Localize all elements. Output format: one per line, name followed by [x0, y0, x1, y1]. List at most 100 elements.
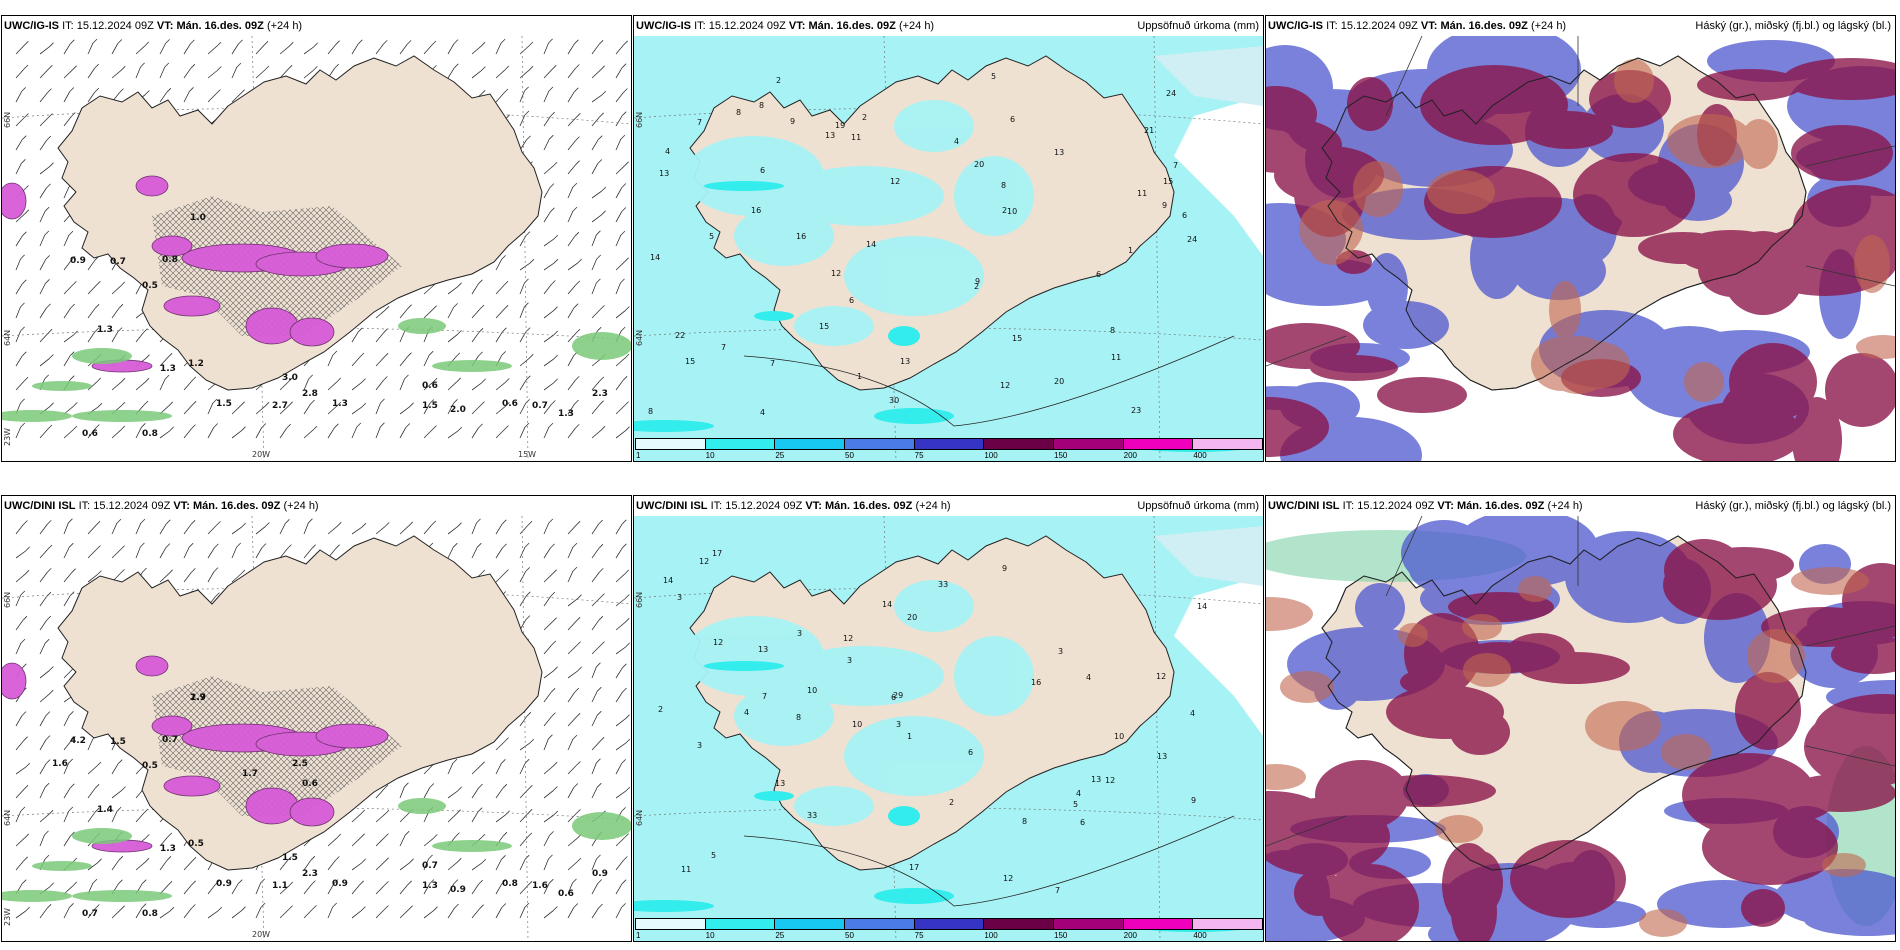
wind-barb: [600, 65, 605, 71]
wind-barb: [567, 307, 575, 319]
precip-amount: 8: [796, 713, 801, 722]
wind-barb: [447, 67, 455, 79]
wind-barb: [405, 423, 411, 428]
cloud-mix-patch: [1639, 909, 1687, 937]
wind-barb: [615, 187, 623, 199]
wind-barb: [527, 832, 533, 838]
wind-barb: [591, 907, 599, 919]
precip-amount: 24: [1166, 89, 1176, 98]
wind-barb: [63, 907, 70, 919]
cloud-mix-patch: [1585, 701, 1661, 751]
wind-barb: [15, 524, 24, 535]
wind-barb: [68, 758, 73, 764]
wind-barb: [524, 758, 530, 764]
wind-barb: [39, 813, 50, 823]
wind-barb: [15, 330, 21, 343]
precip-amount: 13: [659, 169, 669, 178]
wind-barb: [567, 140, 576, 151]
wind-barb: [615, 430, 626, 439]
wind-barb: [303, 884, 312, 895]
wind-barb: [620, 134, 626, 140]
wind-barb: [504, 737, 509, 742]
wind-barb: [87, 285, 97, 295]
low-cloud-patch: [1294, 870, 1344, 916]
wind-barb: [495, 259, 502, 271]
wind-barb: [240, 401, 245, 406]
wind-barb: [207, 427, 215, 439]
precip-amount: 20: [1054, 377, 1064, 386]
precip-colorbar: 1 10 25 50 75 100 150 200 400: [635, 916, 1263, 940]
wind-barb: [599, 112, 604, 118]
wind-barb: [144, 377, 150, 383]
precip-amount: 3: [847, 656, 852, 665]
wind-barb: [495, 787, 504, 799]
snow-blob: [151, 235, 193, 257]
precip-amount: 11: [1137, 189, 1147, 198]
wind-barb: [519, 114, 526, 127]
colorbar-tick-label: 75: [914, 931, 924, 940]
wind-barb: [447, 762, 454, 775]
wind-barb: [118, 879, 123, 885]
wind-barb: [216, 521, 221, 526]
wind-barb: [591, 139, 599, 151]
rain-blob: [72, 890, 172, 902]
wind-barb: [111, 429, 122, 439]
precip-amount: 10: [1114, 732, 1124, 741]
wind-barb: [503, 304, 509, 310]
panel-title: UWC/DINI ISL IT: 15.12.2024 09Z VT: Mán.…: [4, 500, 319, 512]
wind-barb: [358, 39, 363, 45]
wind-barb: [183, 524, 192, 535]
wind-barb: [471, 332, 480, 343]
precip-value: 0.5: [142, 761, 158, 771]
precip-amount: 15: [685, 357, 695, 366]
wind-barb: [263, 40, 269, 46]
wind-barb: [95, 904, 100, 909]
wind-barb: [68, 806, 74, 812]
wind-barb: [615, 405, 625, 415]
wind-barb: [480, 41, 486, 47]
precip-amount: 15: [819, 322, 829, 331]
colorbar-swatch: [635, 918, 706, 930]
wind-barb: [615, 67, 623, 79]
wind-barb: [591, 116, 601, 127]
wind-barb: [567, 524, 577, 535]
wind-barb: [622, 376, 628, 381]
wind-barb: [598, 543, 604, 549]
wind-barb: [591, 645, 601, 655]
wind-precip-map: 1.0 0.9 0.7 1.3 0.5 0.8 1.5 1.3 1.2 0.6 0.8 3.0 2.7 2…: [2, 36, 631, 461]
panel-title: UWC/IG-IS IT: 15.12.2024 09Z VT: Mán. 16…: [1268, 20, 1567, 32]
wind-barb: [543, 738, 549, 751]
colorbar-swatch: [844, 438, 915, 450]
wind-barb: [597, 879, 602, 884]
wind-barb: [63, 186, 70, 199]
wind-barb: [384, 522, 390, 527]
wind-barb: [21, 159, 26, 164]
wind-barb: [457, 426, 463, 432]
precip-amount: 6: [891, 693, 896, 702]
precip-amount: 2: [776, 76, 781, 85]
wind-barb: [447, 861, 458, 871]
wind-barb: [159, 66, 166, 79]
wind-barb: [237, 879, 243, 884]
wind-barb: [15, 810, 22, 823]
wind-barb: [15, 550, 26, 559]
wind-barb: [526, 375, 531, 381]
wind-barb: [574, 687, 580, 693]
precip-amount: 6: [1182, 211, 1187, 220]
wind-barb: [140, 518, 146, 524]
precip-value: 0.9: [216, 879, 232, 889]
precip-value: 1.5: [282, 853, 298, 863]
wind-barb: [447, 307, 454, 319]
wind-barb: [574, 376, 580, 381]
wind-barb: [15, 766, 27, 775]
wind-barb: [567, 332, 577, 343]
precip-heavy-blob: [874, 888, 954, 904]
map-panel-top-left: UWC/IG-IS IT: 15.12.2024 09Z VT: Mán. 16…: [1, 15, 632, 462]
wind-barb: [25, 762, 31, 768]
wind-barb: [553, 906, 558, 911]
wind-barb: [255, 526, 266, 535]
wind-barb: [111, 331, 119, 343]
wind-barb: [433, 906, 438, 911]
wind-barb: [591, 429, 602, 439]
wind-barb: [553, 810, 559, 816]
